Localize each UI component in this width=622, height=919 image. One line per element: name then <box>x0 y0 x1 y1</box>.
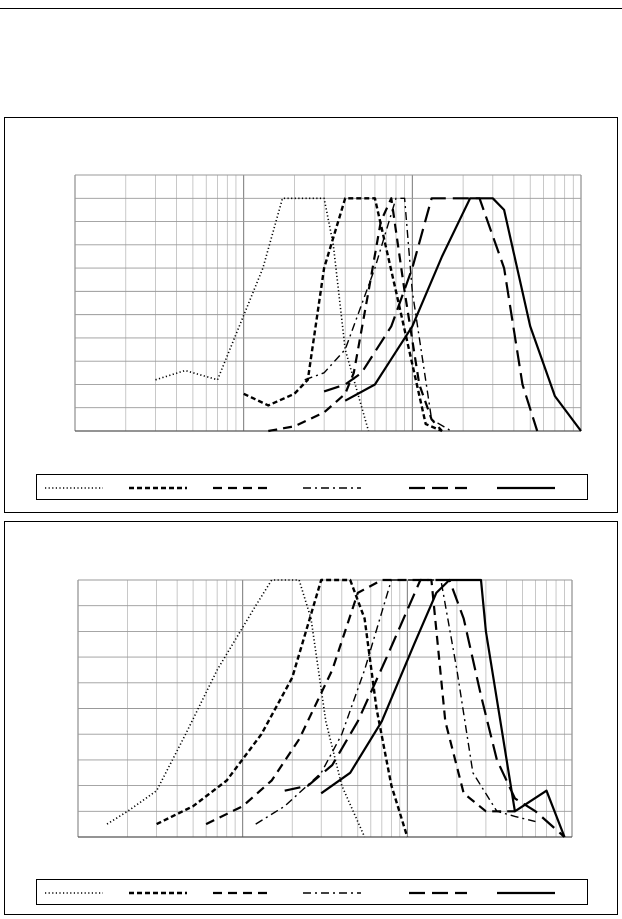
chart-panel-1 <box>4 117 618 513</box>
series-line-2 <box>156 578 409 838</box>
chart-panel-2 <box>4 521 618 915</box>
legend-1-swatches <box>45 486 555 490</box>
legend-2-swatches <box>45 891 555 895</box>
chart-1 <box>74 174 582 433</box>
legend-1 <box>36 474 588 500</box>
series-line-3 <box>205 578 515 826</box>
series-line-6 <box>320 578 566 838</box>
series-line-6 <box>344 197 582 432</box>
series-line-4 <box>304 197 452 432</box>
top-rule <box>0 8 622 9</box>
series-line-2 <box>243 197 443 433</box>
series-line-5 <box>323 197 539 432</box>
series-line-1 <box>106 579 366 838</box>
chart-2 <box>77 578 573 838</box>
legend-2 <box>36 879 588 905</box>
series-line-3 <box>268 197 443 433</box>
